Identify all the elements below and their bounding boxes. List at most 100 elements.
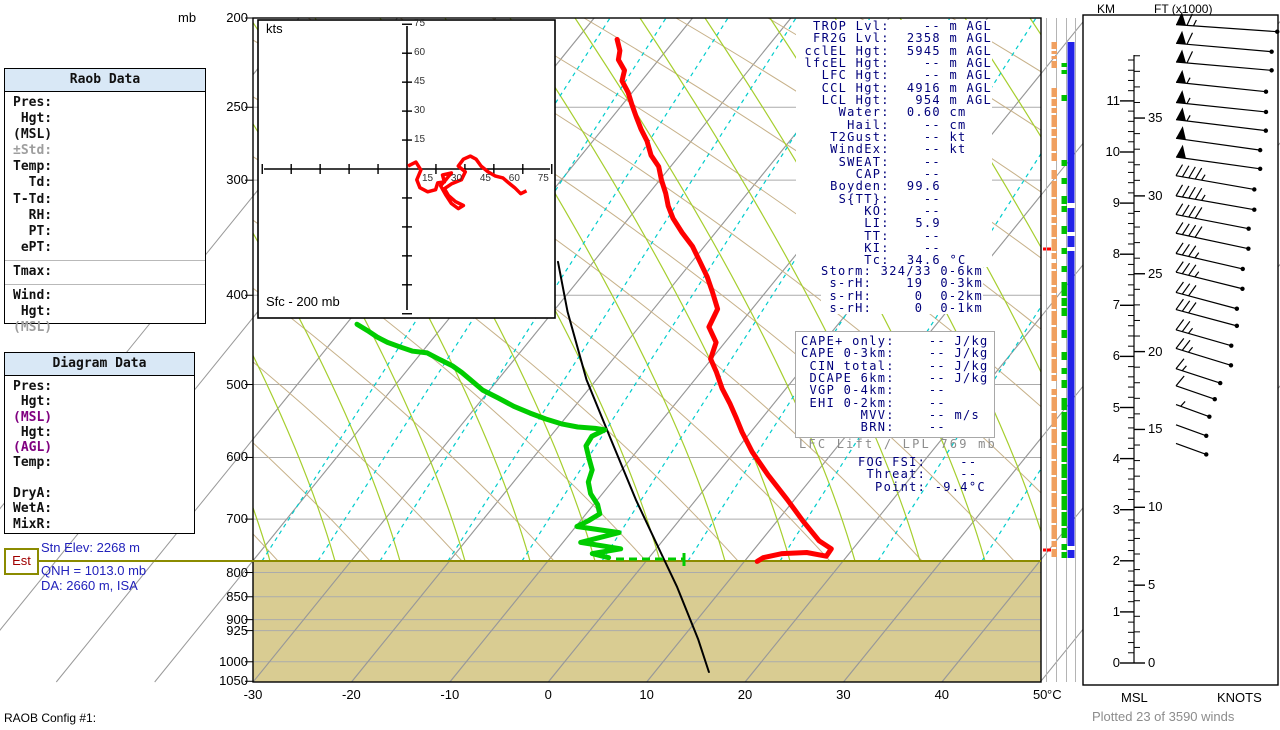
density-altitude-label: DA: 2660 m, ISA — [41, 578, 138, 593]
cape-panel: CAPE+ only: -- J/kg CAPE 0-3km: -- J/kg C… — [795, 331, 995, 438]
index-readout-line: lfcEL Hgt: -- m AGL — [796, 55, 993, 70]
index-readout-line: TT: -- — [796, 228, 941, 243]
hodograph-speed-label: 60 — [414, 47, 426, 59]
km-tick-label: 7 — [1112, 297, 1120, 313]
storm-readout-line: s-rH: 0 0-2km — [821, 288, 983, 303]
storm-motion-panel: Storm: 324/33 0-6km s-rH: 19 0-3km s-rH:… — [821, 265, 983, 314]
pressure-tick-label: 1050 — [219, 673, 248, 689]
ft-tick-label: 15 — [1148, 421, 1163, 437]
plotted-winds-label: Plotted 23 of 3590 winds — [1092, 709, 1235, 724]
km-tick-label: 5 — [1112, 399, 1120, 415]
ft-tick-label: 35 — [1148, 110, 1163, 126]
fog-readout-line: Point: -9.4°C — [858, 479, 986, 494]
temp-tick-label: 40 — [934, 687, 950, 702]
cape-readout-line: EHI 0-2km: -- — [801, 395, 946, 410]
hodograph-speed-label: 75 — [537, 173, 549, 184]
km-tick-label: 0 — [1112, 655, 1120, 670]
km-tick-label: 9 — [1112, 195, 1120, 211]
temp-tick-label: 50 — [1032, 687, 1048, 702]
diagram-data-row: Hgt: — [13, 394, 53, 410]
diagram-data-row — [13, 471, 194, 486]
ft-tick-label: 25 — [1148, 265, 1163, 281]
pressure-tick-label: 300 — [226, 172, 248, 188]
station-elevation-label: Stn Elev: 2268 m — [41, 540, 140, 555]
indices-panel: TROP Lvl: -- m AGL FR2G Lvl: 2358 m AGL … — [796, 19, 993, 268]
pressure-tick-label: 900 — [226, 611, 248, 627]
raob-data-row: Wind: — [13, 288, 53, 304]
pressure-tick-label: 400 — [226, 287, 248, 303]
temp-axis-unit-label: °C — [1047, 687, 1062, 702]
hodograph-speed-label: 60 — [508, 173, 520, 184]
storm-readout-line: Storm: 324/33 0-6km — [821, 264, 983, 278]
index-readout-line: S{TT}: -- — [796, 191, 941, 206]
hodograph-speed-label: 30 — [414, 105, 426, 117]
fog-readout-line: FOG FSI: -- — [858, 455, 978, 469]
km-tick-label: 11 — [1106, 92, 1121, 108]
cape-readout-line: MVV: -- m/s — [801, 407, 981, 422]
index-readout-line: LCL Hgt: 954 m AGL — [796, 92, 993, 107]
km-tick-label: 4 — [1112, 450, 1120, 466]
index-readout-line: T2Gust: -- kt — [796, 129, 967, 144]
msl-label: MSL — [1121, 690, 1148, 705]
raob-data-row: RH: — [13, 207, 53, 223]
pressure-tick-label: 925 — [226, 622, 248, 638]
km-tick-label: 6 — [1112, 348, 1120, 364]
raob-data-row: Hgt: — [13, 111, 53, 127]
hodograph-speed-label: 30 — [450, 173, 463, 184]
pressure-tick-label: 200 — [226, 10, 248, 25]
cape-readout-line: DCAPE 6km: -- J/kg — [801, 370, 989, 385]
ft-tick-label: 30 — [1148, 187, 1163, 203]
index-readout-line: Tc: 34.6 °C — [796, 253, 967, 268]
pressure-tick-label: 800 — [226, 564, 248, 580]
raob-data-rows: Pres: Hgt: (MSL) ±Std: Temp: Td: T-Td: RH: P… — [5, 92, 205, 336]
index-readout-line: Water: 0.60 cm — [796, 105, 967, 120]
index-readout-line: LFC Hgt: -- m AGL — [796, 68, 993, 83]
temp-tick-label: -20 — [341, 687, 361, 702]
temp-tick-label: -10 — [440, 687, 460, 702]
ft-tick-label: 10 — [1148, 499, 1163, 515]
km-axis-title: KM — [1097, 2, 1115, 16]
pressure-tick-label: 850 — [226, 588, 248, 604]
temp-tick-label: 20 — [737, 687, 753, 702]
index-readout-line: TROP Lvl: -- m AGL — [796, 19, 993, 33]
ft-tick-label: 20 — [1148, 343, 1163, 359]
raob-data-panel-title: Raob Data — [5, 69, 205, 92]
pressure-tick-label: 250 — [226, 99, 248, 115]
fog-readout-line: Threat: -- — [858, 467, 978, 482]
temp-tick-label: -30 — [243, 687, 263, 702]
index-readout-line: SWEAT: -- — [796, 154, 941, 169]
km-tick-label: 1 — [1112, 603, 1120, 619]
raob-data-row: Tmax: — [13, 263, 53, 279]
index-readout-line: WindEx: -- kt — [796, 142, 967, 157]
ft-tick-label: 0 — [1148, 655, 1156, 670]
diagram-data-row: (AGL) — [13, 440, 53, 456]
pressure-tick-label: 1000 — [219, 653, 248, 669]
diagram-data-panel-title: Diagram Data — [5, 353, 194, 376]
pressure-tick-label: 700 — [226, 511, 248, 527]
diagram-data-row: (MSL) — [13, 409, 53, 425]
hodograph-speed-label: 45 — [479, 173, 491, 184]
raob-data-row: (MSL) — [13, 127, 53, 143]
km-tick-label: 8 — [1112, 246, 1120, 262]
diagram-data-rows: Pres: Hgt: (MSL) Hgt: (AGL) Temp: DryA: WetA… — [5, 376, 194, 532]
km-tick-label: 10 — [1105, 144, 1120, 159]
index-readout-line: LI: 5.9 — [796, 216, 941, 231]
raob-data-row: Td: — [13, 175, 53, 191]
index-readout-line: Boyden: 99.6 — [796, 179, 941, 194]
index-readout-line: cclEL Hgt: 5945 m AGL — [796, 43, 993, 58]
raob-data-row: T-Td: — [13, 191, 53, 207]
diagram-data-row: DryA: — [13, 486, 53, 502]
ft-axis-title: FT (x1000) — [1154, 2, 1213, 16]
temp-tick-label: 30 — [836, 687, 851, 702]
cape-readout-line: CIN total: -- J/kg — [801, 358, 989, 373]
temp-tick-label: 10 — [639, 687, 654, 702]
km-tick-label: 3 — [1112, 501, 1120, 517]
cape-readout-line: CAPE+ only: -- J/kg — [801, 334, 989, 348]
storm-readout-line: s-rH: 19 0-3km — [821, 276, 983, 291]
cape-readout-line: VGP 0-4km: -- — [801, 383, 946, 398]
pressure-tick-label: 600 — [226, 449, 248, 465]
raob-data-row: ePT: — [13, 239, 53, 255]
cape-readout-line: BRN: -- — [801, 420, 946, 435]
diagram-data-row: WetA: — [13, 501, 53, 517]
